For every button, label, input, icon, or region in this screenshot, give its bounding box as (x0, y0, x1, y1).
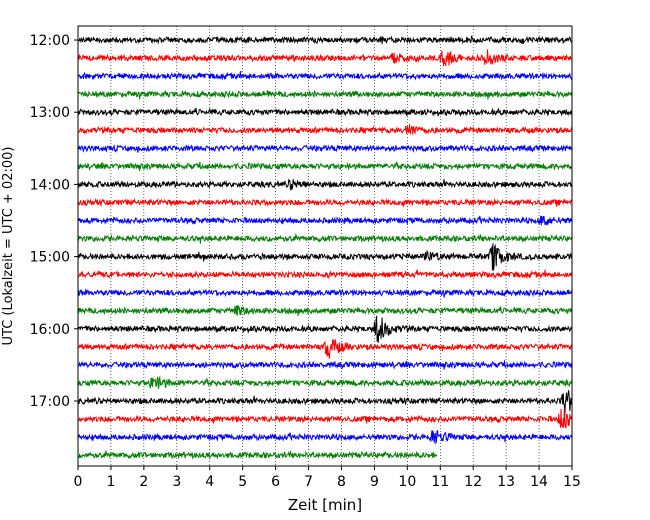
x-tick-label: 8 (337, 474, 346, 490)
trace-1530 (77, 288, 573, 298)
y-tick-label: 13:00 (30, 105, 70, 121)
trace-1445 (77, 232, 573, 244)
trace-1215 (77, 49, 573, 67)
trace-1745 (77, 449, 438, 460)
y-tick-label: 16:00 (30, 322, 70, 338)
trace-1330 (77, 143, 573, 153)
trace-1500 (77, 243, 573, 271)
plot-frame (77, 25, 573, 467)
y-axis-ticks: 12:00 13:00 14:00 15:00 16:00 17:00 (30, 33, 78, 410)
x-axis-ticks: 0 1 2 3 4 5 6 7 8 9 10 11 12 13 14 15 (74, 466, 581, 490)
plot-background (78, 26, 572, 466)
trace-1545 (77, 305, 573, 316)
trace-1615 (77, 339, 573, 359)
x-tick-label: 7 (304, 474, 313, 490)
trace-1415 (77, 198, 573, 208)
trace-1230 (77, 71, 573, 81)
trace-1245 (77, 89, 573, 100)
x-tick-label: 5 (238, 474, 247, 490)
trace-1345 (77, 161, 573, 172)
x-tick-label: 0 (74, 474, 83, 490)
trace-1630 (77, 360, 573, 370)
x-tick-label: 9 (370, 474, 379, 490)
x-tick-label: 15 (563, 474, 581, 490)
trace-1315 (77, 124, 573, 135)
trace-1430 (77, 215, 573, 226)
x-tick-label: 13 (497, 474, 515, 490)
x-tick-label: 11 (431, 474, 449, 490)
trace-1645 (77, 375, 573, 389)
x-tick-label: 6 (271, 474, 280, 490)
y-tick-label: 14:00 (30, 177, 70, 193)
x-tick-label: 1 (106, 474, 115, 490)
trace-1730 (77, 429, 573, 445)
x-tick-label: 10 (398, 474, 416, 490)
trace-1200 (77, 35, 573, 45)
trace-1515 (77, 269, 573, 280)
y-tick-label: 12:00 (30, 33, 70, 49)
x-tick-label: 4 (205, 474, 214, 490)
trace-1700 (77, 390, 573, 416)
y-tick-label: 15:00 (30, 250, 70, 266)
seismogram-traces (77, 35, 573, 460)
trace-1400 (77, 178, 573, 191)
x-axis-label: Zeit [min] (288, 496, 362, 514)
x-tick-label: 12 (464, 474, 482, 490)
x-tick-label: 2 (139, 474, 148, 490)
y-tick-label: 17:00 (30, 394, 70, 410)
x-tick-label: 14 (530, 474, 548, 490)
trace-1600 (77, 315, 573, 343)
x-tick-label: 3 (172, 474, 181, 490)
trace-1715 (77, 408, 573, 429)
y-axis-label: UTC (Lokalzeit = UTC + 02:00) (1, 147, 16, 346)
grid-lines (110, 26, 540, 466)
trace-1300 (77, 107, 573, 118)
